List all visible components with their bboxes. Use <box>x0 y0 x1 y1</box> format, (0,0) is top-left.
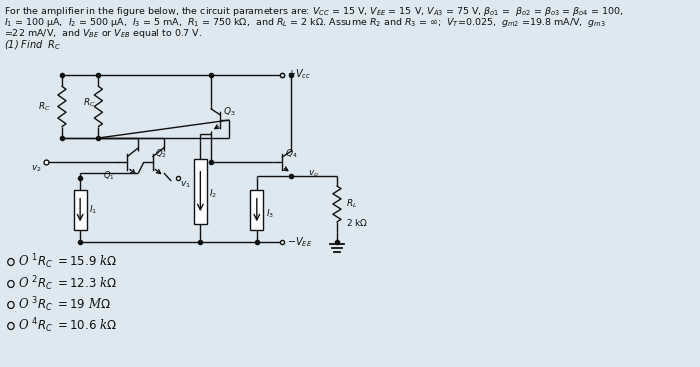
Text: (1) Find  $R_C$: (1) Find $R_C$ <box>4 38 61 52</box>
Text: $I_3$: $I_3$ <box>266 208 274 220</box>
Bar <box>74 189 87 230</box>
Text: $-V_{EE}$: $-V_{EE}$ <box>287 235 312 249</box>
Text: $v_2$: $v_2$ <box>32 164 42 174</box>
Text: $Q_3$: $Q_3$ <box>223 105 236 118</box>
Bar <box>194 159 206 224</box>
Text: $+V_{cc}$: $+V_{cc}$ <box>287 67 311 81</box>
Text: $v_o$: $v_o$ <box>308 169 318 179</box>
Text: $I_1$: $I_1$ <box>89 204 97 216</box>
Text: $I_2$: $I_2$ <box>209 188 218 200</box>
Text: For the amplifier in the figure below, the circuit parameters are: $V_{CC}$ = 15: For the amplifier in the figure below, t… <box>4 5 623 18</box>
Text: $I_1$ = 100 µA,  $I_2$ = 500 µA,  $I_3$ = 5 mA,  $R_1$ = 750 kΩ,  and $R_L$ = 2 : $I_1$ = 100 µA, $I_2$ = 500 µA, $I_3$ = … <box>4 16 606 29</box>
Text: $R_L$: $R_L$ <box>346 198 358 210</box>
Text: 2 k$\Omega$: 2 k$\Omega$ <box>346 217 368 228</box>
Text: O $^2R_C$ $= 12.3$ k$\Omega$: O $^2R_C$ $= 12.3$ k$\Omega$ <box>18 275 118 293</box>
Text: $R_C$: $R_C$ <box>83 96 96 109</box>
Text: $Q_2$: $Q_2$ <box>155 148 167 160</box>
Text: O $^1R_C$ $= 15.9$ k$\Omega$: O $^1R_C$ $= 15.9$ k$\Omega$ <box>18 252 118 271</box>
Text: $R_C$: $R_C$ <box>38 100 51 113</box>
Text: $Q_4$: $Q_4$ <box>285 148 298 160</box>
Bar <box>251 189 263 230</box>
Text: $Q_1$: $Q_1$ <box>103 170 115 182</box>
Text: $v_1$: $v_1$ <box>181 179 191 189</box>
Text: O $^3R_C$ $= 19$ M$\Omega$: O $^3R_C$ $= 19$ M$\Omega$ <box>18 296 111 315</box>
Text: =22 mA/V,  and $V_{BE}$ or $V_{EB}$ equal to 0.7 V.: =22 mA/V, and $V_{BE}$ or $V_{EB}$ equal… <box>4 27 202 40</box>
Text: O $^4R_C$ $= 10.6$ k$\Omega$: O $^4R_C$ $= 10.6$ k$\Omega$ <box>18 317 118 335</box>
